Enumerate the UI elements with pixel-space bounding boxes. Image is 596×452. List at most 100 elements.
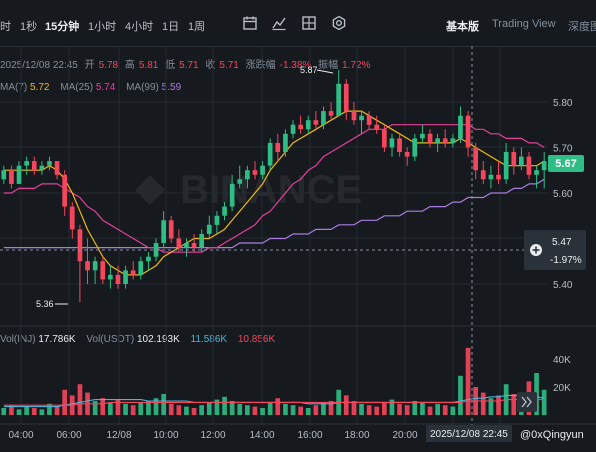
toolbar: 时 1秒 15分钟 1小时 4小时 1日 1周 基本版 Trading View… [0,0,596,47]
settings-icon[interactable] [330,14,348,32]
candle [39,161,45,175]
time-tick-label: 16:00 [297,430,322,441]
candle [343,79,349,121]
candle [435,133,440,152]
ohlc-change-label: 涨跌幅 [245,60,276,71]
ma99-line [3,178,545,249]
calendar-icon[interactable] [241,14,259,32]
binance-watermark: BINANCE [135,168,362,212]
view-tradingview-tab[interactable]: Trading View [492,18,556,30]
ohlc-amplitude-label: 振幅 [318,60,339,71]
time-tick-label: 12:00 [200,430,225,441]
volume-bar [206,402,212,415]
candle [9,165,14,189]
volume-bar [16,409,22,415]
crosshair-change-value: -1.97% [550,255,582,266]
indicator-icon[interactable] [270,14,288,32]
volume-bar [283,403,288,415]
interval-1week[interactable]: 1周 [188,21,206,33]
candle [328,102,334,121]
volume-bar [191,408,197,415]
volume-bar [85,392,90,415]
interval-1hour[interactable]: 1小时 [88,21,117,33]
volume-bar [442,405,448,415]
candle [191,234,197,253]
volume-bar [511,394,517,415]
volume-legend: Vol(INJ) 17.786K Vol(USDT) 102.193K 11.5… [0,334,275,345]
interval-1s[interactable]: 1秒 [20,21,38,33]
interval-1h-partial[interactable]: 时 [0,21,11,33]
volume-bar [108,402,113,415]
vol-ma1-value: 11.586K [190,334,228,345]
candle [130,261,136,280]
candle [146,252,151,271]
volume-bar [351,401,357,415]
interval-1day[interactable]: 1日 [162,21,180,33]
volume-bar [488,398,494,415]
volume-bar [237,403,243,415]
volume-bar [298,406,303,415]
candle [24,156,29,175]
ohlc-low-value: 5.71 [179,60,199,71]
volume-bar [328,401,334,415]
interval-15m[interactable]: 15分钟 [45,21,80,33]
ma-legend: MA(7) 5.72 MA(25) 5.74 MA(99) 5.59 [0,82,181,93]
time-tick-label: 12/08 [106,430,131,441]
volume-bar [47,403,52,415]
view-basic-tab[interactable]: 基本版 [446,21,479,33]
view-depth-tab[interactable]: 深度图 [568,21,596,33]
candle [123,265,128,289]
price-axis: 5.80 5.70 5.60 5.40 [553,98,573,291]
time-tick-label: 04:00 [8,430,33,441]
interval-4hour[interactable]: 4小时 [125,21,154,33]
candle [336,70,341,116]
candle [427,129,433,148]
candle [519,147,524,171]
volume-bar [526,381,532,415]
svg-text:BINANCE: BINANCE [180,168,362,212]
candle [313,111,319,130]
time-tick-label: 06:00 [56,430,81,441]
candle [526,152,532,180]
add-alert-icon[interactable] [530,244,542,256]
scroll-right-button[interactable] [517,392,537,412]
volume-bar [184,406,189,415]
candle [153,238,159,262]
ohlc-high-value: 5.81 [138,60,159,71]
price-tick-label: 5.70 [553,144,573,155]
volume-bar [374,406,380,415]
candle [108,265,113,289]
candle [222,202,227,221]
volume-bar [290,405,296,415]
volume-bar [260,408,265,415]
volume-bar [404,405,410,415]
volume-bar [321,402,326,415]
ohlc-change-value: -1.38% [279,60,312,71]
volume-bar [39,409,45,415]
candle [176,229,182,253]
ma25-value: 5.74 [95,82,116,93]
volume-bar [138,402,144,415]
volume-bar [24,406,29,415]
crosshair-price-value: 5.47 [552,237,572,248]
candle [351,102,357,125]
vol-ma2-value: 10.856K [237,334,276,345]
candle [54,161,60,180]
volume-bar [359,403,364,415]
candle [366,111,372,130]
volume-bar [168,403,174,415]
candle [92,256,98,284]
volume-bar [115,399,121,415]
candle [1,165,7,184]
vol-inj-value: 17.786K [38,334,76,345]
time-tick-label: 14:00 [249,430,274,441]
volume-bar [54,406,60,415]
volume-bar [123,403,128,415]
candle [412,133,418,162]
candle [184,238,189,257]
volume-bar [427,406,433,415]
layout-icon[interactable] [300,14,318,32]
volume-bar [9,405,14,415]
volume-bar [450,406,456,415]
volume-bar [199,405,204,415]
